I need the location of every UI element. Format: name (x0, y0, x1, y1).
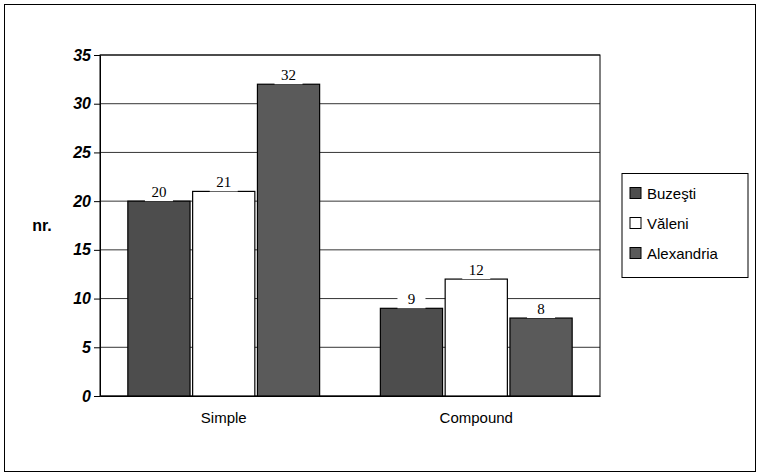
x-axis-line (101, 396, 601, 397)
legend-box (622, 174, 748, 278)
data-label-group: 21 (210, 173, 238, 191)
y-tick-label: 15 (73, 241, 92, 258)
bar (380, 308, 442, 396)
bar (257, 84, 319, 396)
data-label: 12 (469, 262, 484, 278)
y-tick-label: 35 (73, 47, 92, 64)
y-tick-mark (94, 152, 100, 153)
frame (5, 5, 756, 472)
y-tick: 0 (82, 388, 100, 405)
data-label-group: 12 (462, 261, 490, 279)
grid-line (100, 55, 600, 56)
bar (128, 201, 190, 396)
bar (510, 318, 572, 396)
x-tick: Compound (440, 396, 513, 426)
y-tick-label: 5 (82, 339, 92, 356)
grid-line (100, 152, 600, 153)
bar (193, 191, 255, 396)
grid (100, 55, 600, 396)
data-label: 8 (537, 301, 545, 317)
grid-line (100, 103, 600, 104)
y-tick-mark (94, 201, 100, 202)
data-label-box (462, 261, 490, 279)
legend: Buzeşti Văleni Alexandria (622, 174, 748, 278)
data-label-group: 8 (527, 300, 555, 318)
y-tick: 10 (73, 290, 100, 307)
y-tick-mark (94, 104, 100, 105)
plot-area (100, 55, 600, 396)
data-label: 9 (408, 291, 416, 307)
data-label-box (527, 300, 555, 318)
data-label-box (275, 66, 303, 84)
y-tick-mark (94, 299, 100, 300)
legend-label: Văleni (647, 215, 689, 232)
bars (128, 84, 572, 396)
legend-swatch (630, 248, 641, 259)
x-tick-label: Simple (201, 409, 247, 426)
y-tick-label: 10 (73, 290, 91, 307)
y-tick: 30 (73, 95, 100, 112)
legend-swatch (630, 218, 641, 229)
y-tick: 15 (73, 241, 100, 258)
y-tick-label: 25 (72, 144, 92, 161)
y-axis: 0 5 10 15 20 25 30 35 (72, 47, 100, 405)
y-axis-line (100, 56, 101, 397)
data-label: 21 (216, 174, 231, 190)
legend-label: Buzeşti (647, 185, 696, 202)
data-label-box (210, 173, 238, 191)
legend-label: Alexandria (647, 245, 719, 262)
y-tick-label: 30 (73, 95, 91, 112)
y-tick: 5 (82, 339, 100, 356)
y-tick-mark (94, 55, 100, 56)
y-tick-mark (94, 250, 100, 251)
y-tick-label: 0 (82, 388, 91, 405)
data-label: 20 (151, 184, 166, 200)
data-label-group: 9 (397, 290, 425, 308)
y-tick-label: 20 (72, 193, 91, 210)
y-tick: 35 (73, 47, 100, 64)
y-tick-mark (94, 396, 100, 397)
plot: 20 9 21 12 32 8 0 5 10 15 20 25 30 35 Simple Compound (72, 47, 600, 426)
y-tick-mark (94, 347, 100, 348)
data-label-box (397, 290, 425, 308)
y-axis-title: nr. (32, 217, 52, 234)
legend-swatch (630, 188, 641, 199)
data-label-group: 32 (275, 66, 303, 84)
data-label-box (145, 183, 173, 201)
bar (445, 279, 507, 396)
x-tick-label: Compound (440, 409, 513, 426)
y-tick: 20 (72, 193, 100, 210)
data-label-group: 20 (145, 183, 173, 201)
x-tick: Simple (201, 396, 247, 426)
data-labels: 20 9 21 12 32 8 (145, 66, 555, 318)
data-label: 32 (281, 67, 296, 83)
chart: 20 9 21 12 32 8 0 5 10 15 20 25 30 35 Simple Compound nr… (0, 0, 760, 476)
x-axis: Simple Compound (101, 396, 601, 426)
y-tick: 25 (72, 144, 100, 161)
